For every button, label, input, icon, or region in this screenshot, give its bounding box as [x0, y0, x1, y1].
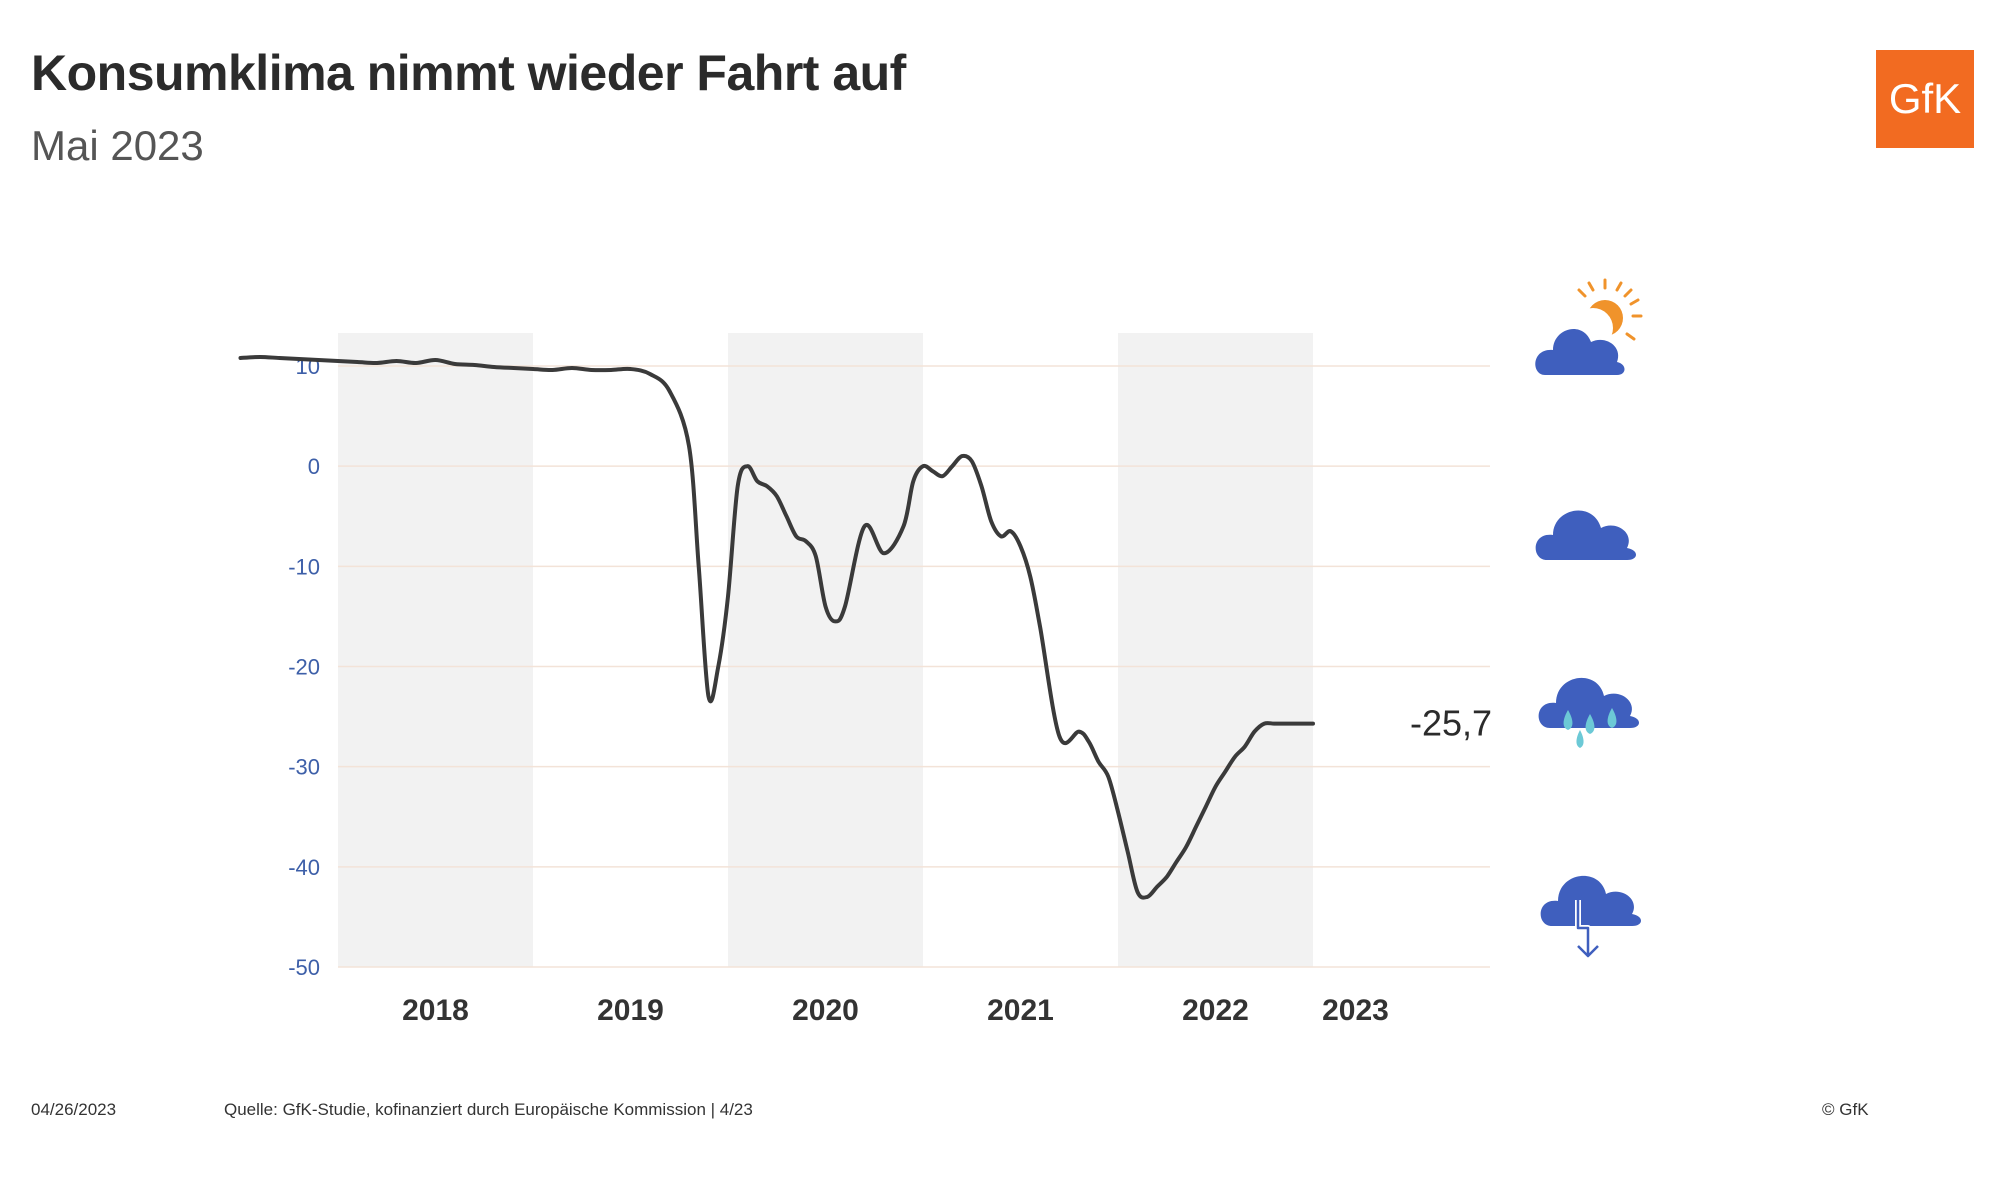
y-tick-label: 0: [308, 454, 320, 479]
y-tick-label: -20: [288, 655, 320, 680]
gfk-logo: GfK: [1876, 50, 1974, 148]
footer-copyright: © GfK: [1822, 1100, 1869, 1119]
footer-source: Quelle: GfK-Studie, kofinanziert durch E…: [224, 1100, 753, 1119]
x-axis-ticks: 2018 2019 2020 2021 2022 2023: [402, 994, 1389, 1027]
shaded-year-2022: [1118, 333, 1313, 967]
page-title: Konsumklima nimmt wieder Fahrt auf: [31, 45, 906, 101]
x-tick-label: 2018: [402, 994, 469, 1027]
logo-text: GfK: [1888, 75, 1962, 122]
x-tick-label: 2023: [1322, 994, 1389, 1027]
end-value-label: -25,7: [1410, 703, 1492, 744]
sun-cloud-icon: [1535, 278, 1643, 375]
x-tick-label: 2022: [1182, 994, 1249, 1027]
page-subtitle: Mai 2023: [31, 122, 204, 169]
grid-lines: [338, 365, 1490, 968]
year-shading: [338, 333, 1313, 967]
thunder-cloud-icon: [1540, 875, 1641, 959]
consumer-climate-line: [238, 355, 1315, 900]
shaded-year-2020: [728, 333, 923, 967]
footer-date: 04/26/2023: [31, 1100, 117, 1119]
y-tick-label: -50: [288, 955, 320, 980]
y-tick-label: -10: [288, 554, 320, 579]
y-axis-ticks: 100-10-20-30-40-50: [288, 354, 320, 980]
x-tick-label: 2019: [597, 994, 664, 1027]
shaded-year-2018: [338, 333, 533, 967]
x-tick-label: 2020: [792, 994, 859, 1027]
cloud-icon: [1535, 510, 1636, 560]
x-tick-label: 2021: [987, 994, 1054, 1027]
y-tick-label: -40: [288, 855, 320, 880]
y-tick-label: -30: [288, 755, 320, 780]
rain-cloud-icon: [1538, 677, 1639, 748]
